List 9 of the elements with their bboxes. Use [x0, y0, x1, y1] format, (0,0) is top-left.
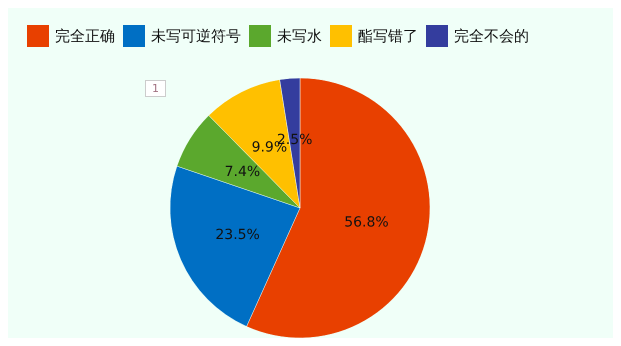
legend-label: 未写可逆符号	[151, 27, 241, 45]
legend-label: 未写水	[277, 27, 322, 45]
legend-label: 完全正确	[55, 27, 115, 45]
text: 1	[152, 82, 159, 95]
data-label: 7.4%	[224, 164, 260, 180]
legend-label: 酯写错了	[358, 27, 418, 45]
legend-label: 完全不会的	[454, 27, 529, 45]
data-label: 56.8%	[344, 214, 389, 230]
data-label: 23.5%	[215, 227, 260, 244]
